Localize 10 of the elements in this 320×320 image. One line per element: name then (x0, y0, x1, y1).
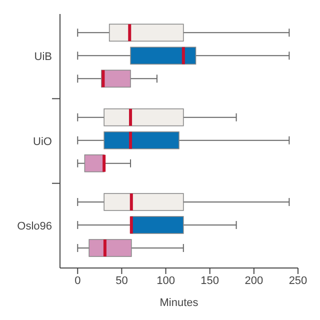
x-tick-label: 200 (244, 274, 264, 287)
x-tick-label: 250 (288, 274, 308, 287)
x-tick-label: 100 (156, 274, 175, 287)
x-tick-label: 0 (74, 274, 81, 287)
x-axis-title: Minutes (160, 297, 199, 309)
y-tick-label: UiB (34, 51, 52, 64)
x-tick-label: 50 (116, 274, 128, 287)
x-tick-label: 150 (200, 274, 220, 287)
y-tick-label: Oslo96 (17, 220, 52, 233)
y-tick-label: UiO (33, 136, 52, 148)
